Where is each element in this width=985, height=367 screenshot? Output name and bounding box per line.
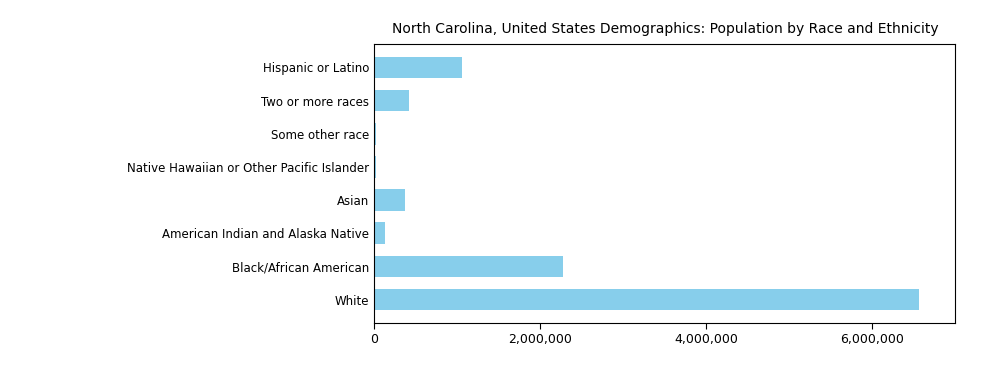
Bar [374,289,919,310]
Bar [374,255,562,277]
Bar [374,57,462,78]
Bar [374,222,385,244]
Title: North Carolina, United States Demographics: Population by Race and Ethnicity: North Carolina, United States Demographi… [392,22,938,36]
Bar [374,123,376,145]
Bar [374,189,405,211]
Bar [374,90,409,112]
Bar [374,156,375,178]
